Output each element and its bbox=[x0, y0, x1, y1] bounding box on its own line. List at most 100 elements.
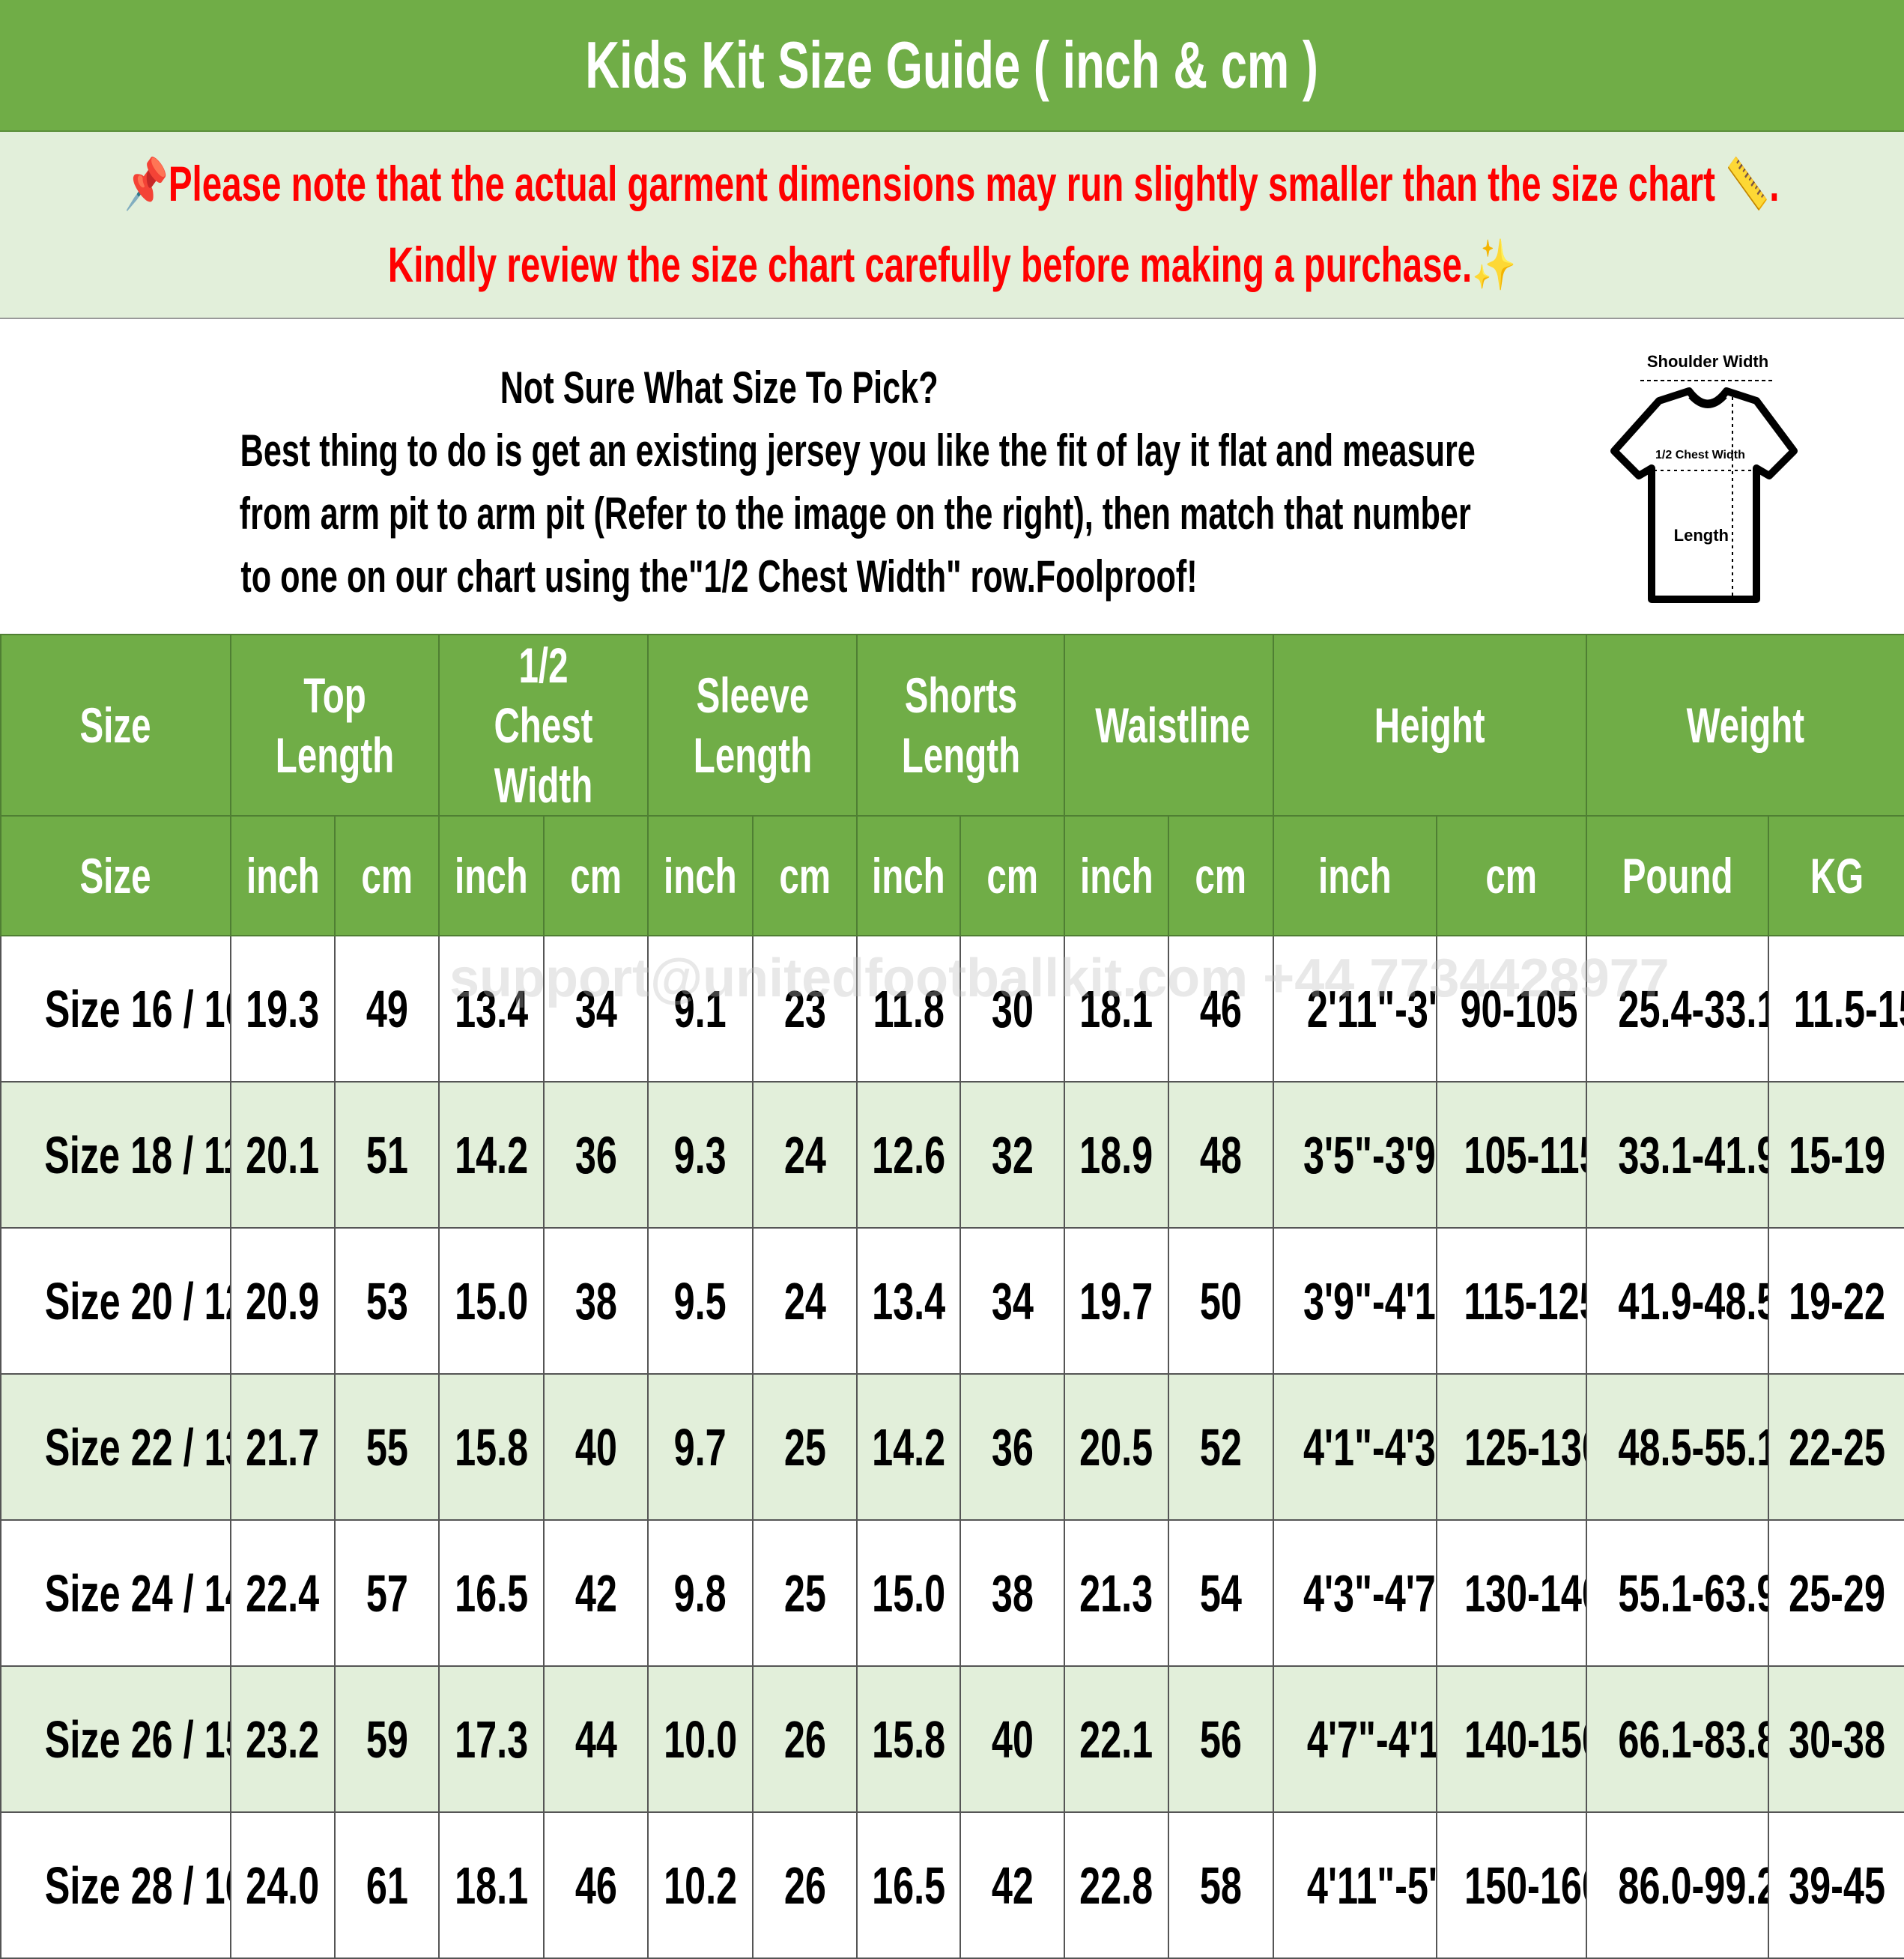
table-cell: 2'11"-3'5" bbox=[1273, 935, 1438, 1083]
table-cell: 115-125 bbox=[1436, 1227, 1588, 1375]
table-cell: 32 bbox=[959, 1081, 1066, 1229]
table-cell: 49 bbox=[334, 935, 440, 1083]
header-row-groups: Size Top Length 1/2 Chest Width Sleeve Leng… bbox=[0, 634, 1904, 817]
table-cell: 15.0 bbox=[856, 1519, 962, 1667]
tshirt-diagram: Shoulder Width 1/2 Chest Width Length bbox=[1610, 352, 1798, 603]
table-cell: 13.4 bbox=[438, 935, 545, 1083]
column-group-header: Sleeve Length bbox=[646, 634, 858, 817]
table-cell: 20.5 bbox=[1064, 1373, 1170, 1521]
table-cell: 4'11"-5'3" bbox=[1273, 1811, 1438, 1959]
table-row: Size 20 / 12020.95315.0389.52413.43419.7… bbox=[0, 1227, 1904, 1375]
unit-header: Pound bbox=[1586, 815, 1770, 936]
table-cell: 4'7"-4'11" bbox=[1273, 1665, 1438, 1813]
table-cell: 55 bbox=[334, 1373, 440, 1521]
table-cell: 19.3 bbox=[230, 935, 336, 1083]
table-cell: 11.8 bbox=[856, 935, 962, 1083]
table-cell: 46 bbox=[543, 1811, 649, 1959]
table-cell: 10.0 bbox=[647, 1665, 754, 1813]
column-group-header: Height bbox=[1273, 634, 1588, 817]
table-cell: 58 bbox=[1168, 1811, 1275, 1959]
table-cell: 40 bbox=[543, 1373, 649, 1521]
length-label: Length bbox=[1674, 526, 1729, 545]
table-cell: 56 bbox=[1168, 1665, 1275, 1813]
table-cell: 15-19 bbox=[1768, 1081, 1904, 1229]
table-cell: 9.3 bbox=[647, 1081, 754, 1229]
table-cell: 46 bbox=[1168, 935, 1275, 1083]
table-row: Size 22 / 13021.75515.8409.72514.23620.5… bbox=[0, 1373, 1904, 1521]
table-cell: 9.1 bbox=[647, 935, 754, 1083]
table-cell: Size 26 / 150 bbox=[0, 1665, 231, 1813]
table-cell: 14.2 bbox=[856, 1373, 962, 1521]
table-cell: 48.5-55.1 bbox=[1586, 1373, 1770, 1521]
table-cell: 15.8 bbox=[856, 1665, 962, 1813]
table-cell: 30 bbox=[959, 935, 1066, 1083]
table-cell: Size 28 / 160 bbox=[0, 1811, 231, 1959]
table-cell: 125-130 bbox=[1436, 1373, 1588, 1521]
table-cell: 38 bbox=[543, 1227, 649, 1375]
unit-header: cm bbox=[1436, 815, 1588, 936]
table-cell: 22.8 bbox=[1064, 1811, 1170, 1959]
table-cell: 19.7 bbox=[1064, 1227, 1170, 1375]
table-row: Size 24 / 14022.45716.5429.82515.03821.3… bbox=[0, 1519, 1904, 1667]
table-cell: 86.0-99.2 bbox=[1586, 1811, 1770, 1959]
table-cell: 20.1 bbox=[230, 1081, 336, 1229]
table-cell: 53 bbox=[334, 1227, 440, 1375]
unit-header: inch bbox=[856, 815, 962, 936]
shoulder-width-label: Shoulder Width bbox=[1647, 352, 1768, 371]
table-cell: 22.4 bbox=[230, 1519, 336, 1667]
table-cell: 38 bbox=[959, 1519, 1066, 1667]
unit-header: inch bbox=[1064, 815, 1170, 936]
table-cell: 14.2 bbox=[438, 1081, 545, 1229]
unit-header: cm bbox=[1168, 815, 1275, 936]
table-cell: 18.1 bbox=[438, 1811, 545, 1959]
table-cell: 23 bbox=[751, 935, 858, 1083]
table-cell: Size 22 / 130 bbox=[0, 1373, 231, 1521]
column-group-header: Size bbox=[0, 634, 231, 817]
column-group-header: 1/2 Chest Width bbox=[438, 634, 649, 817]
table-cell: 23.2 bbox=[230, 1665, 336, 1813]
table-cell: 42 bbox=[543, 1519, 649, 1667]
table-cell: 140-150 bbox=[1436, 1665, 1588, 1813]
table-cell: 25 bbox=[751, 1519, 858, 1667]
table-cell: 25-29 bbox=[1768, 1519, 1904, 1667]
size-note: 📌Please note that the actual garment dim… bbox=[0, 132, 1904, 319]
size-help: Not Sure What Size To Pick? Best thing t… bbox=[0, 319, 1904, 634]
table-cell: 34 bbox=[543, 935, 649, 1083]
table-cell: 21.7 bbox=[230, 1373, 336, 1521]
table-cell: 15.8 bbox=[438, 1373, 545, 1521]
table-cell: 36 bbox=[959, 1373, 1066, 1521]
unit-header: cm bbox=[959, 815, 1066, 936]
table-cell: 15.0 bbox=[438, 1227, 545, 1375]
table-row: Size 28 / 16024.06118.14610.22616.54222.… bbox=[0, 1811, 1904, 1959]
table-cell: 57 bbox=[334, 1519, 440, 1667]
column-group-header: Weight bbox=[1586, 634, 1904, 817]
table-cell: 40 bbox=[959, 1665, 1066, 1813]
table-cell: 9.7 bbox=[647, 1373, 754, 1521]
table-cell: 4'3"-4'7" bbox=[1273, 1519, 1438, 1667]
table-cell: 24 bbox=[751, 1081, 858, 1229]
table-cell: 59 bbox=[334, 1665, 440, 1813]
table-cell: 21.3 bbox=[1064, 1519, 1170, 1667]
table-row: Size 18 / 11020.15114.2369.32412.63218.9… bbox=[0, 1081, 1904, 1229]
table-cell: 130-140 bbox=[1436, 1519, 1588, 1667]
table-cell: 105-115 bbox=[1436, 1081, 1588, 1229]
table-cell: 19-22 bbox=[1768, 1227, 1904, 1375]
unit-header: inch bbox=[1273, 815, 1438, 936]
table-cell: 24.0 bbox=[230, 1811, 336, 1959]
table-cell: 25 bbox=[751, 1373, 858, 1521]
table-cell: 34 bbox=[959, 1227, 1066, 1375]
table-cell: 20.9 bbox=[230, 1227, 336, 1375]
unit-header: cm bbox=[543, 815, 649, 936]
table-cell: 13.4 bbox=[856, 1227, 962, 1375]
size-table: Size Top Length 1/2 Chest Width Sleeve Leng… bbox=[0, 634, 1904, 1959]
table-cell: 33.1-41.9 bbox=[1586, 1081, 1770, 1229]
table-cell: Size 24 / 140 bbox=[0, 1519, 231, 1667]
column-group-header: Waistline bbox=[1064, 634, 1275, 817]
page-title: Kids Kit Size Guide ( inch & cm ) bbox=[0, 0, 1904, 132]
table-cell: 18.9 bbox=[1064, 1081, 1170, 1229]
table-cell: 12.6 bbox=[856, 1081, 962, 1229]
table-cell: 54 bbox=[1168, 1519, 1275, 1667]
table-cell: 150-160 bbox=[1436, 1811, 1588, 1959]
ruler-icon: 📏 bbox=[1725, 156, 1770, 211]
table-cell: 10.2 bbox=[647, 1811, 754, 1959]
